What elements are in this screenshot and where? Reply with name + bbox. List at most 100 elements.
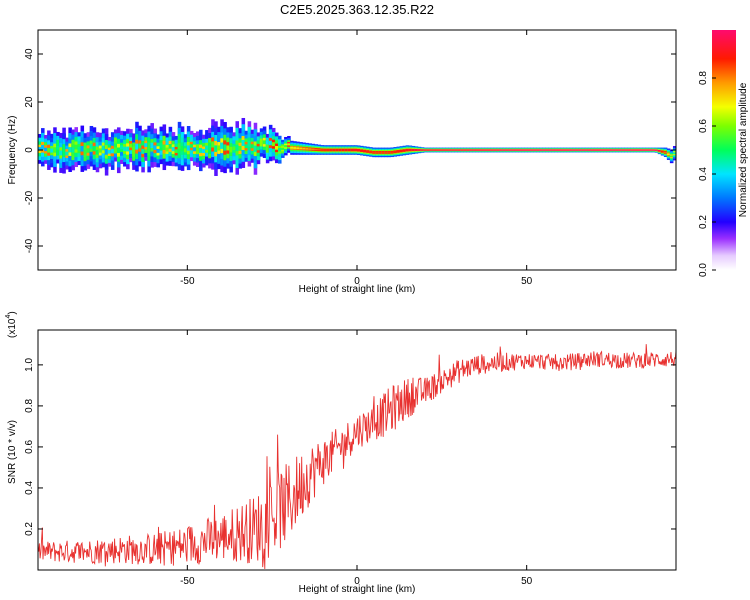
heatmap-cell <box>575 149 580 151</box>
heatmap-cell <box>305 148 309 150</box>
colorbar-tick-label: 0.8 <box>698 71 709 85</box>
heatmap-cell <box>92 146 97 152</box>
heatmap-cell <box>341 149 346 151</box>
heatmap-cell <box>530 149 534 151</box>
chart-title: C2E5.2025.363.12.35.R22 <box>280 2 434 17</box>
heatmap-cell <box>353 149 358 151</box>
heatmap-cell <box>408 149 413 151</box>
heatmap-cell <box>314 148 319 151</box>
heatmap-cell <box>669 155 674 158</box>
heatmap-cell <box>320 149 325 151</box>
heatmap-cell <box>220 142 224 149</box>
heatmap-cell <box>597 149 601 151</box>
heatmap-cell <box>572 149 577 151</box>
heatmap-cell <box>104 149 109 155</box>
heatmap-cell <box>177 143 182 149</box>
heatmap-cell <box>606 149 610 151</box>
heatmap-cell <box>329 149 334 151</box>
heatmap-cell <box>466 149 470 151</box>
heatmap-cell <box>202 149 206 154</box>
heatmap-cell <box>518 149 522 151</box>
heatmap-cell <box>387 151 391 153</box>
heatmap-cell <box>414 149 419 151</box>
heatmap-cell <box>557 149 562 151</box>
heatmap-cell <box>402 149 407 152</box>
heatmap-cell <box>502 149 507 151</box>
heatmap-cell <box>375 151 379 153</box>
heatmap-cell <box>672 152 676 155</box>
heatmap-cell <box>153 145 157 151</box>
heatmap-cell <box>366 150 370 153</box>
heatmap-cell <box>357 149 361 151</box>
spectrogram-x-axis-label: Height of straight line (km) <box>299 284 416 295</box>
y-tick-label: 20 <box>24 96 35 108</box>
heatmap-cell <box>326 149 331 151</box>
x-tick-label: -50 <box>180 276 195 287</box>
heatmap-cell <box>381 151 385 153</box>
heatmap-cell <box>317 149 322 151</box>
heatmap-cell <box>615 149 619 151</box>
heatmap-cell <box>639 149 644 151</box>
heatmap-cell <box>299 147 303 150</box>
heatmap-cell <box>584 149 589 151</box>
heatmap-cell <box>566 149 571 151</box>
heatmap-cell <box>83 149 88 155</box>
heatmap-cell <box>229 146 233 153</box>
heatmap-cell <box>323 149 328 151</box>
snr-panel: -50 0 50 0.2 0.4 0.6 0.8 1.0 Height of straight… <box>5 311 677 595</box>
heatmap-cell <box>405 149 410 151</box>
heatmap-cell <box>183 148 188 153</box>
heatmap-cell <box>478 149 483 151</box>
heatmap-cell <box>150 142 154 148</box>
heatmap-cell <box>439 149 443 151</box>
spectrogram-image <box>38 117 676 176</box>
heatmap-cell <box>642 149 647 151</box>
snr-ticks: -50 0 50 0.2 0.4 0.6 0.8 1.0 <box>24 330 676 587</box>
heatmap-cell <box>290 146 294 149</box>
heatmap-cell <box>454 149 458 151</box>
heatmap-cell <box>332 149 337 151</box>
heatmap-cell <box>578 149 583 151</box>
heatmap-cell <box>296 147 300 150</box>
y-tick-label: 1.0 <box>24 357 35 371</box>
heatmap-cell <box>281 147 285 150</box>
heatmap-cell <box>590 149 595 151</box>
heatmap-cell <box>527 149 531 151</box>
heatmap-cell <box>648 149 653 151</box>
heatmap-cell <box>211 141 215 148</box>
heatmap-cell <box>256 146 261 151</box>
heatmap-cell <box>660 151 665 153</box>
spectrogram-panel: -50 0 50 -40 -20 0 20 40 Height of straight lin… <box>7 29 677 295</box>
heatmap-cell <box>360 150 364 152</box>
heatmap-cell <box>624 149 628 151</box>
heatmap-cell <box>241 139 246 146</box>
x-tick-label: -50 <box>180 576 195 587</box>
y-tick-label: 0.8 <box>24 399 35 413</box>
heatmap-cell <box>77 146 82 151</box>
heatmap-cell <box>244 144 249 149</box>
x-tick-label: 50 <box>521 276 533 287</box>
heatmap-cell <box>95 149 100 155</box>
heatmap-cell <box>384 151 388 153</box>
colorbar-ticks: 0.0 0.2 0.4 0.6 0.8 <box>698 71 716 277</box>
heatmap-cell <box>250 144 255 149</box>
heatmap-cell <box>493 149 498 151</box>
heatmap-cell <box>350 149 355 151</box>
heatmap-cell <box>98 148 103 153</box>
heatmap-cell <box>560 149 565 151</box>
heatmap-cell <box>259 140 264 145</box>
heatmap-cell <box>180 145 185 152</box>
heatmap-cell <box>278 148 282 152</box>
heatmap-cell <box>396 150 401 152</box>
spectrogram-ticks: -50 0 50 -40 -20 0 20 40 <box>24 30 676 287</box>
heatmap-cell <box>469 149 473 151</box>
heatmap-cell <box>268 140 273 146</box>
heatmap-cell <box>451 149 455 151</box>
heatmap-cell <box>232 146 236 151</box>
heatmap-cell <box>141 148 145 154</box>
heatmap-cell <box>59 150 63 156</box>
heatmap-cell <box>223 144 227 151</box>
heatmap-cell <box>308 148 312 150</box>
heatmap-cell <box>363 150 367 152</box>
heatmap-cell <box>514 149 519 151</box>
